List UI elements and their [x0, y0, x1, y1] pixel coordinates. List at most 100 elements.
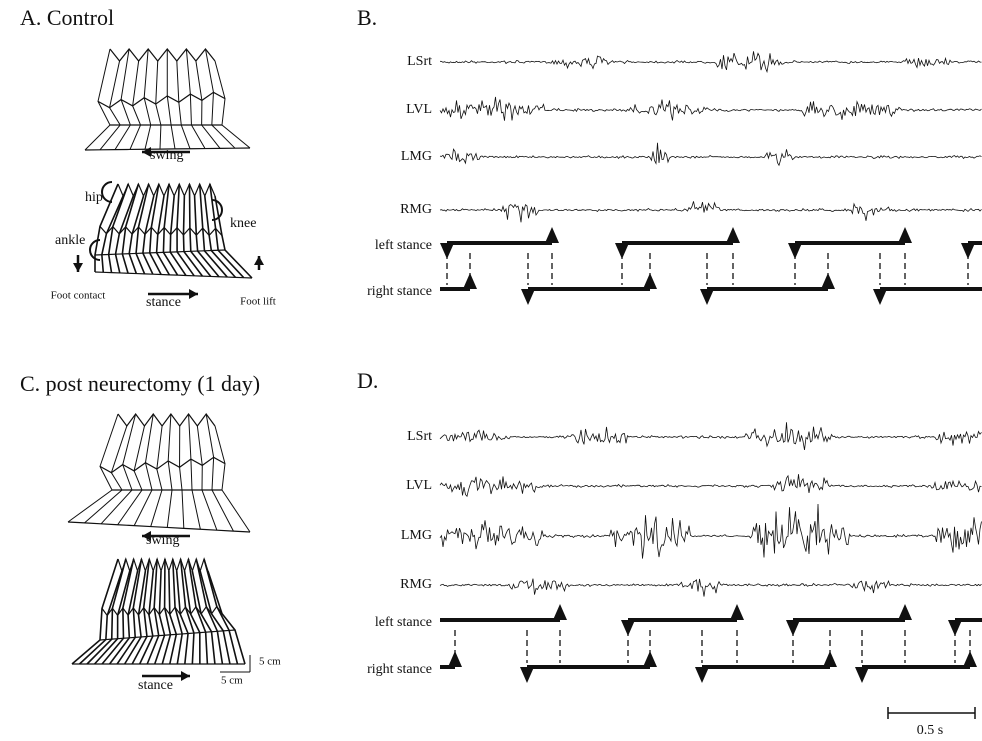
stick — [196, 425, 218, 531]
stick — [99, 60, 121, 151]
stick — [193, 195, 220, 278]
arrow-head — [142, 147, 151, 157]
panel-title: A. Control — [20, 5, 114, 30]
stick — [205, 413, 234, 532]
stick — [84, 425, 128, 524]
stick — [188, 183, 212, 277]
stick — [179, 425, 185, 529]
label: swing — [150, 148, 183, 163]
label: stance — [146, 295, 181, 310]
stick — [67, 413, 119, 523]
panel-title: C. post neurectomy (1 day) — [20, 371, 260, 396]
stick — [207, 570, 246, 665]
stick — [101, 558, 135, 665]
contact-arrow — [520, 667, 534, 683]
stick — [195, 60, 221, 149]
stick — [195, 558, 224, 665]
stick — [146, 558, 160, 665]
joint-path — [99, 456, 226, 474]
stick — [116, 558, 143, 665]
joint-path — [99, 629, 236, 641]
row-label: LVL — [406, 478, 432, 493]
joint-path — [99, 225, 223, 237]
joint-arc — [101, 181, 113, 203]
stick — [108, 570, 139, 665]
stick — [191, 570, 216, 665]
stick — [166, 49, 176, 149]
contact-arrow — [695, 667, 709, 683]
stick — [148, 183, 162, 275]
contact-arrow — [961, 243, 975, 259]
stick — [100, 413, 137, 525]
stick — [203, 558, 239, 665]
stick — [155, 195, 171, 276]
emg-trace — [439, 578, 982, 597]
lift-arrow — [553, 604, 567, 620]
stick — [188, 413, 201, 530]
stick — [133, 413, 154, 526]
stick — [199, 570, 231, 665]
stick — [153, 570, 166, 665]
stick — [175, 570, 189, 665]
stick — [143, 48, 152, 150]
label: hip — [85, 190, 103, 205]
stick — [84, 48, 111, 151]
lift-arrow — [463, 273, 477, 289]
stick — [161, 558, 172, 665]
row-label: RMG — [400, 202, 432, 217]
arrow-head — [181, 671, 190, 681]
row-label: right stance — [367, 284, 432, 299]
contact-arrow — [855, 667, 869, 683]
row-label: LMG — [401, 528, 432, 543]
joint-path — [117, 557, 209, 573]
label: ankle — [55, 233, 85, 248]
contact-arrow — [873, 289, 887, 305]
stick — [71, 558, 119, 665]
stick — [142, 195, 155, 275]
joint-path — [97, 91, 226, 109]
joint-arc — [211, 199, 223, 221]
stick — [128, 195, 145, 274]
emg-trace — [439, 503, 982, 559]
emg-trace — [439, 96, 982, 121]
label: knee — [230, 216, 256, 231]
row-label: LMG — [401, 149, 432, 164]
joint-path — [84, 147, 251, 151]
stick — [176, 183, 195, 277]
stick — [214, 60, 251, 149]
lift-arrow — [726, 227, 740, 243]
arrow-head — [142, 531, 151, 541]
stick — [203, 195, 237, 278]
stick — [101, 195, 124, 273]
stick — [117, 425, 145, 526]
label: 5 cm — [221, 675, 243, 687]
contact-arrow — [948, 620, 962, 636]
row-label: LSrt — [407, 429, 432, 444]
lift-arrow — [545, 227, 559, 243]
stick — [78, 570, 123, 665]
row-label: left stance — [375, 238, 432, 253]
stick — [155, 60, 162, 150]
lift-arrow — [730, 604, 744, 620]
stick — [93, 570, 131, 665]
contact-arrow — [621, 620, 635, 636]
stick — [114, 195, 135, 274]
stick — [86, 558, 127, 665]
lift-arrow — [448, 651, 462, 667]
contact-arrow — [521, 289, 535, 305]
stick — [183, 570, 201, 665]
lift-arrow — [643, 273, 657, 289]
stick — [131, 558, 151, 665]
row-label: LVL — [406, 102, 432, 117]
emg-trace — [439, 474, 982, 498]
label: stance — [138, 678, 173, 693]
row-label: right stance — [367, 662, 432, 677]
joint-path — [94, 271, 253, 279]
contact-arrow — [615, 243, 629, 259]
joint-path — [109, 48, 216, 62]
lift-arrow — [643, 651, 657, 667]
stick-figures — [67, 48, 253, 665]
stick — [176, 60, 191, 149]
row-label: LSrt — [407, 54, 432, 69]
